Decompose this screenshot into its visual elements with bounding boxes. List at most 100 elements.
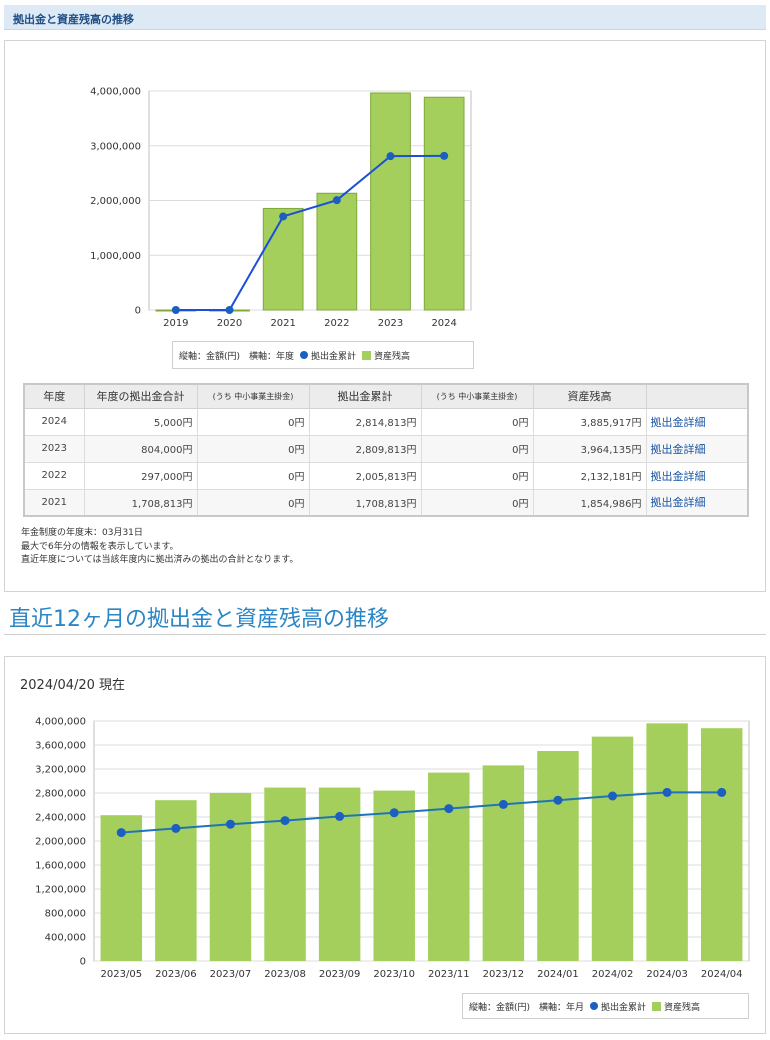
bar <box>423 96 465 311</box>
x-tick-label: 2024/04 <box>701 969 743 980</box>
line-point <box>498 799 508 809</box>
legend-axes-note: 縦軸：金額(円) 横軸：年月 <box>469 1002 585 1013</box>
cell-year: 2024 <box>23 407 85 436</box>
bar <box>316 192 358 311</box>
legend-axes-note: 縦軸：金額(円) 横軸：年度 <box>179 351 295 362</box>
x-tick-label: 2023/06 <box>155 969 197 980</box>
bar <box>537 751 579 961</box>
x-tick-label: 2021 <box>270 318 295 329</box>
cell-cumulative: 2,814,813円 <box>308 407 422 436</box>
col-sme2: (うち 中小事業主掛金) <box>420 383 534 409</box>
line-point <box>389 808 399 818</box>
line-series <box>175 154 445 311</box>
line-point <box>553 795 563 805</box>
cell-assets: 1,854,986円 <box>532 488 647 517</box>
cell-cumulative: 2,809,813円 <box>308 434 422 463</box>
line-point <box>225 306 234 314</box>
line-marker-icon <box>590 1002 599 1010</box>
notes: 年金制度の年度末：03月31日 最大で6年分の情報を表示しています。 直近年度に… <box>21 527 298 568</box>
line-point <box>171 306 180 314</box>
cell-cumulative: 1,708,813円 <box>308 488 422 517</box>
x-tick-label: 2020 <box>217 318 242 329</box>
legend-line-label: 拠出金累計 <box>311 351 357 362</box>
legend-bar-item: 資産残高 <box>362 349 410 362</box>
y-tick-label: 2,000,000 <box>90 196 141 207</box>
section-title: 直近12ヶ月の拠出金と資産残高の推移 <box>9 607 389 632</box>
line-point <box>386 152 395 161</box>
col-year: 年度 <box>23 383 85 409</box>
y-tick-label: 4,000,000 <box>90 87 141 98</box>
line-point <box>608 791 618 801</box>
note-line: 年金制度の年度末：03月31日 <box>21 528 143 538</box>
bar-swatch-icon <box>652 1001 662 1011</box>
line-point <box>717 787 727 797</box>
x-tick-label: 2024/02 <box>592 969 634 980</box>
col-link <box>645 383 749 409</box>
cell-total: 297,000円 <box>83 461 198 490</box>
table-row: 2023 804,000円 0円 2,809,813円 0円 3,964,135… <box>23 434 749 463</box>
legend-bar-label: 資産残高 <box>664 1002 701 1013</box>
cell-sme2: 0円 <box>420 488 534 517</box>
line-point <box>332 196 341 205</box>
cell-year: 2023 <box>23 434 85 463</box>
x-tick-label: 2023/10 <box>373 969 415 980</box>
table-header-row: 年度 年度の拠出金合計 (うち 中小事業主掛金) 拠出金累計 (うち 中小事業主… <box>23 383 749 409</box>
monthly-legend: 縦軸：金額(円) 横軸：年月 拠出金累計 資産残高 <box>462 993 749 1019</box>
line-point <box>225 819 235 829</box>
y-tick-label: 3,200,000 <box>35 765 86 776</box>
cell-total: 1,708,813円 <box>83 488 198 517</box>
bar <box>700 728 743 961</box>
yearly-table: 年度 年度の拠出金合計 (うち 中小事業主掛金) 拠出金累計 (うち 中小事業主… <box>23 383 749 517</box>
y-tick-label: 0 <box>135 306 141 317</box>
y-tick-label: 800,000 <box>45 909 86 920</box>
note-line: 最大で6年分の情報を表示しています。 <box>21 541 179 552</box>
x-tick-label: 2023/08 <box>264 969 306 980</box>
x-tick-label: 2023/09 <box>319 969 361 980</box>
cell-year: 2021 <box>23 488 85 517</box>
bar <box>482 765 525 961</box>
line-point <box>116 828 126 838</box>
y-tick-label: 1,000,000 <box>90 251 141 262</box>
x-tick-label: 2022 <box>324 318 349 329</box>
line-point <box>440 151 449 160</box>
detail-link[interactable]: 拠出金詳細 <box>650 469 706 483</box>
bar <box>428 772 470 961</box>
col-year-total: 年度の拠出金合計 <box>83 383 198 409</box>
yearly-panel: 0 1,000,000 2,000,000 3,000,000 4,000,000 201… <box>4 40 766 592</box>
legend-line-label: 拠出金累計 <box>601 1002 647 1013</box>
detail-link[interactable]: 拠出金詳細 <box>650 496 706 510</box>
monthly-panel: 2024/04/20 現在 0 400,000 800,000 1,200,000 1,… <box>4 656 766 1034</box>
line-point <box>662 787 672 797</box>
cell-cumulative: 2,005,813円 <box>308 461 422 490</box>
cell-assets: 3,885,917円 <box>532 407 647 436</box>
cell-sme2: 0円 <box>420 434 534 463</box>
yearly-chart: 0 1,000,000 2,000,000 3,000,000 4,000,000 201… <box>90 87 472 329</box>
yearly-legend: 縦軸：金額(円) 横軸：年度 拠出金累計 資産残高 <box>172 341 474 369</box>
x-tick-label: 2024/01 <box>537 969 579 980</box>
line-series <box>121 791 722 834</box>
y-tick-label: 4,000,000 <box>35 717 86 728</box>
detail-link[interactable]: 拠出金詳細 <box>650 415 706 429</box>
line-point <box>171 823 181 833</box>
bar-swatch-icon <box>362 350 372 360</box>
col-sme1: (うち 中小事業主掛金) <box>196 383 310 409</box>
bar <box>209 793 252 961</box>
y-tick-label: 3,600,000 <box>35 741 86 752</box>
cell-sme1: 0円 <box>196 407 310 436</box>
x-tick-label: 2023/12 <box>483 969 525 980</box>
legend-line-item: 拠出金累計 <box>590 1000 646 1013</box>
detail-link[interactable]: 拠出金詳細 <box>650 442 706 456</box>
cell-year: 2022 <box>23 461 85 490</box>
line-point <box>279 212 288 221</box>
table-row: 2022 297,000円 0円 2,005,813円 0円 2,132,181… <box>23 461 749 490</box>
legend-line-item: 拠出金累計 <box>300 349 356 362</box>
cell-sme1: 0円 <box>196 434 310 463</box>
legend-bar-item: 資産残高 <box>652 1000 700 1013</box>
cell-sme2: 0円 <box>420 461 534 490</box>
legend-bar-label: 資産残高 <box>374 351 411 362</box>
table-row: 2024 5,000円 0円 2,814,813円 0円 3,885,917円 … <box>23 407 749 436</box>
y-tick-label: 2,000,000 <box>35 837 86 848</box>
x-tick-label: 2023/11 <box>428 969 470 980</box>
note-line: 直近年度については当該年度内に拠出済みの拠出の合計となります。 <box>21 555 299 565</box>
cell-sme1: 0円 <box>196 461 310 490</box>
